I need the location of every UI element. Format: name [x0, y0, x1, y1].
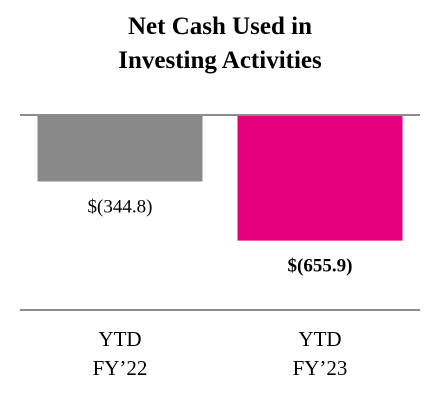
value-labels-group: $(344.8) $(655.9)	[88, 197, 353, 277]
bar-2	[237, 116, 403, 241]
chart-title-line-2: Investing Activities	[118, 47, 322, 74]
value-label-1: $(344.8)	[88, 197, 153, 218]
category-label-1-line-2: FY’22	[93, 356, 148, 380]
bars-group	[37, 116, 403, 241]
category-label-2-line-2: FY’23	[293, 356, 348, 380]
bar-1	[37, 116, 203, 182]
chart-title: Net Cash Used in Investing Activities	[0, 10, 440, 78]
category-label-2-line-1: YTD	[298, 327, 341, 351]
value-label-2: $(655.9)	[288, 256, 353, 277]
category-label-1-line-1: YTD	[98, 327, 141, 351]
chart-title-line-1: Net Cash Used in	[127, 13, 313, 40]
category-labels-group: YTD FY’22 YTD FY’23	[93, 327, 348, 380]
